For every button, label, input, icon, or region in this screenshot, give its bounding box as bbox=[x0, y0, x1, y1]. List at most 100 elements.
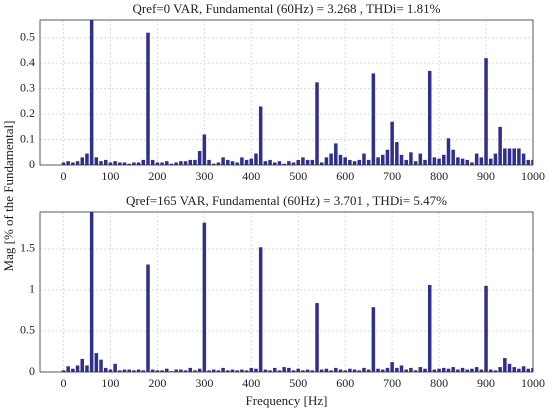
bar bbox=[71, 162, 75, 165]
bar bbox=[352, 161, 357, 165]
x-tick-label: 800 bbox=[430, 169, 448, 183]
bar bbox=[348, 368, 352, 372]
bar bbox=[503, 148, 507, 165]
bar bbox=[174, 162, 178, 165]
x-tick-label: 0 bbox=[60, 169, 66, 183]
bar bbox=[113, 363, 117, 372]
chart-title: Qref=0 VAR, Fundamental (60Hz) = 3.268 ,… bbox=[133, 1, 441, 16]
bar bbox=[258, 247, 263, 372]
x-tick-label: 300 bbox=[195, 169, 213, 183]
bar bbox=[409, 152, 413, 165]
bar bbox=[141, 370, 146, 372]
bar bbox=[315, 82, 319, 165]
bar bbox=[94, 353, 99, 372]
bar bbox=[484, 285, 488, 372]
x-tick-label: 700 bbox=[383, 376, 401, 390]
x-tick-label: 0 bbox=[60, 376, 66, 390]
bar bbox=[193, 159, 197, 165]
bar bbox=[207, 159, 211, 165]
bar bbox=[432, 369, 437, 372]
bar bbox=[442, 367, 446, 372]
bar bbox=[244, 159, 249, 165]
bar bbox=[413, 161, 418, 165]
chart-title: Qref=165 VAR, Fundamental (60Hz) = 3.701… bbox=[126, 193, 447, 208]
bar bbox=[66, 366, 70, 372]
x-tick-label: 300 bbox=[195, 376, 213, 390]
bar bbox=[71, 368, 75, 372]
bar bbox=[169, 371, 174, 372]
bar bbox=[409, 367, 413, 372]
bars bbox=[61, 20, 533, 165]
bar bbox=[423, 368, 427, 372]
y-tick-label: 1.5 bbox=[20, 241, 35, 255]
bar bbox=[174, 369, 178, 372]
x-tick-label: 400 bbox=[242, 169, 260, 183]
bar bbox=[240, 369, 244, 372]
bar bbox=[268, 159, 272, 165]
bar bbox=[418, 367, 423, 372]
bar bbox=[89, 212, 94, 372]
bar bbox=[150, 369, 155, 372]
bar bbox=[75, 365, 80, 372]
bar bbox=[230, 369, 235, 372]
bar bbox=[376, 157, 380, 165]
bar bbox=[456, 157, 460, 165]
bar bbox=[446, 138, 451, 165]
y-tick-label: 0.4 bbox=[20, 55, 35, 69]
bar bbox=[526, 368, 531, 372]
bar bbox=[183, 370, 188, 372]
bar bbox=[103, 159, 108, 165]
x-tick-label: 200 bbox=[148, 169, 166, 183]
bar bbox=[108, 369, 113, 372]
bar bbox=[258, 106, 263, 165]
bar bbox=[188, 367, 193, 372]
bar bbox=[249, 367, 254, 372]
y-tick-label: 0.5 bbox=[20, 30, 35, 44]
bar bbox=[371, 307, 376, 372]
bar bbox=[503, 358, 507, 372]
bar bbox=[99, 161, 103, 165]
bar bbox=[202, 134, 207, 165]
bar bbox=[427, 70, 432, 165]
y-tick-label: 0.5 bbox=[20, 323, 35, 337]
bar bbox=[296, 159, 300, 165]
bar bbox=[61, 370, 66, 372]
bar bbox=[277, 161, 282, 165]
bar bbox=[357, 159, 362, 165]
bar bbox=[197, 368, 202, 372]
bar bbox=[521, 366, 526, 372]
x-tick-label: 200 bbox=[148, 376, 166, 390]
x-axis-label: Frequency [Hz] bbox=[246, 393, 328, 408]
y-tick-label: 0 bbox=[29, 364, 35, 378]
bar bbox=[474, 367, 479, 372]
bar bbox=[118, 162, 122, 165]
bar bbox=[404, 159, 408, 165]
bar bbox=[118, 370, 122, 372]
x-tick-label: 900 bbox=[477, 376, 495, 390]
bar bbox=[338, 369, 343, 372]
x-tick-label: 100 bbox=[101, 169, 119, 183]
x-tick-label: 700 bbox=[383, 169, 401, 183]
bar bbox=[183, 161, 188, 165]
y-tick-label: 0.3 bbox=[20, 80, 35, 94]
bar bbox=[132, 162, 136, 165]
bar bbox=[263, 161, 268, 165]
bar bbox=[432, 157, 437, 165]
bar bbox=[451, 149, 455, 165]
bar bbox=[85, 153, 89, 165]
bar bbox=[385, 367, 390, 372]
bar bbox=[479, 157, 484, 165]
y-tick-label: 0 bbox=[29, 157, 35, 171]
bar bbox=[211, 369, 216, 372]
bar bbox=[427, 285, 432, 372]
bar bbox=[305, 369, 310, 372]
bar bbox=[193, 370, 197, 372]
bar bbox=[343, 370, 347, 372]
axes-frame bbox=[39, 19, 534, 166]
bar bbox=[493, 370, 498, 372]
bar bbox=[526, 159, 531, 165]
bar bbox=[165, 368, 169, 372]
bar bbox=[334, 367, 338, 372]
bar bbox=[348, 159, 352, 165]
